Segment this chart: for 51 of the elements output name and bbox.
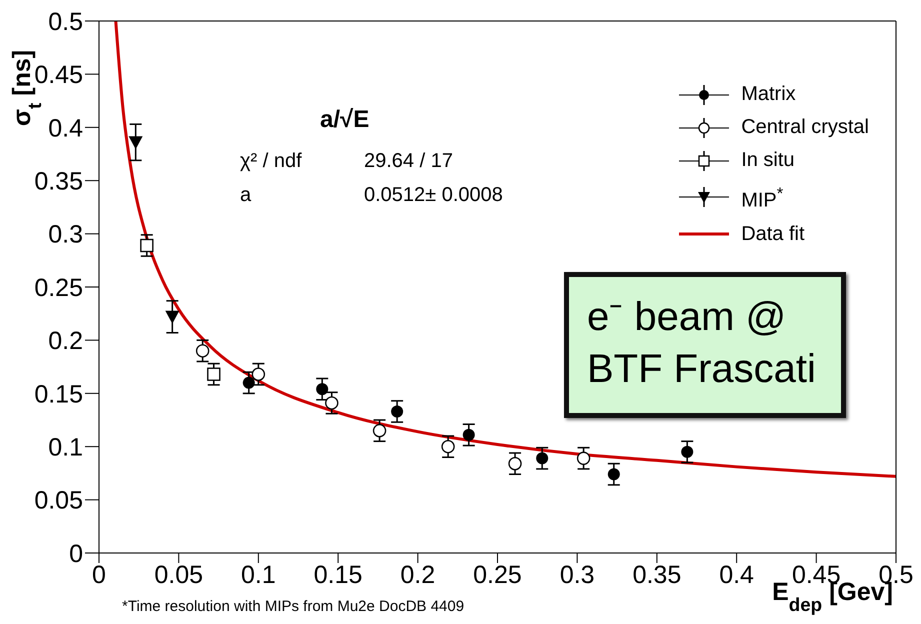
point: [128, 136, 143, 150]
point: [316, 383, 328, 396]
x-tick-label: 0.1: [241, 560, 276, 589]
point: [196, 344, 210, 358]
x-tick-label: 0.2: [400, 560, 436, 589]
y-tick-label: 0.4: [48, 114, 84, 142]
y-tick-label: 0.3: [48, 220, 83, 249]
point: [462, 428, 475, 441]
y-tick-label: 0.45: [34, 61, 83, 90]
annotation: 29.64 / 17: [364, 150, 453, 173]
legend-label: Matrix: [741, 82, 796, 107]
annotation: χ² / ndf: [240, 150, 302, 173]
legend-label: In situ: [741, 148, 795, 173]
text: *Time resolution with MIPs from Mu2e DocDB 4409: [122, 598, 464, 615]
point: [165, 310, 180, 324]
point: [576, 452, 590, 465]
point: [252, 368, 266, 381]
y-tick-label: 0.1: [48, 433, 83, 462]
point: [391, 405, 404, 418]
point: [536, 452, 548, 464]
legend-label: Data fit: [741, 222, 805, 247]
point: [608, 468, 620, 480]
x-tick-label: 0.15: [314, 560, 362, 589]
annotation: a/√E: [320, 106, 370, 134]
point: [140, 238, 154, 252]
x-tick-label: 0.05: [154, 560, 204, 589]
point: [325, 396, 338, 410]
annotation: a: [240, 184, 252, 207]
y-tick-label: 0.25: [34, 274, 83, 302]
y-tick-label: 0.35: [34, 167, 83, 196]
x-tick-label: 0.35: [632, 560, 682, 589]
annotation: 0.0512± 0.0008: [364, 184, 503, 207]
point: [441, 440, 455, 454]
y-tick-label: 0.2: [48, 327, 83, 356]
y-tick-label: 0.15: [34, 380, 83, 408]
x-tick-label: 0.4: [719, 560, 754, 589]
x-tick-label: 0.25: [473, 560, 522, 589]
y-tick-label: 0: [69, 540, 83, 568]
y-tick-label: 0.05: [34, 486, 83, 515]
x-tick-label: 0: [92, 560, 106, 589]
point: [242, 376, 255, 389]
point: [681, 446, 694, 458]
point: [207, 368, 220, 381]
line-series: [114, 21, 896, 478]
x-tick-label: 0.3: [560, 560, 595, 589]
legend-label: Central crystal: [741, 115, 869, 140]
legend-label: MIP$^{*}$: [741, 183, 784, 214]
point: [508, 456, 522, 470]
y-tick-label: 0.5: [48, 8, 83, 36]
annotation: e⁻ beam @ BTF Frascati: [564, 272, 846, 418]
point: [372, 424, 386, 438]
